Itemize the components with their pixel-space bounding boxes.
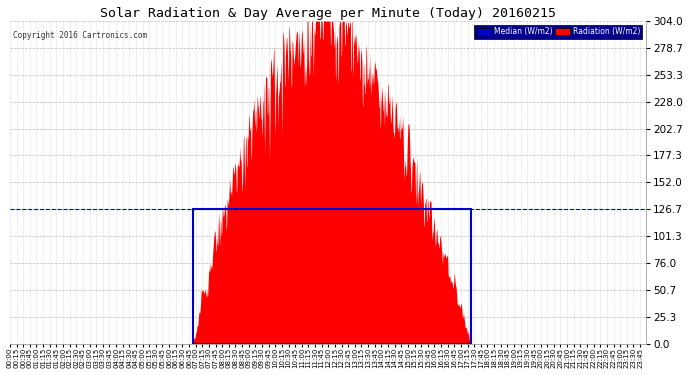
Text: Copyright 2016 Cartronics.com: Copyright 2016 Cartronics.com — [13, 31, 147, 40]
Bar — [193, 209, 471, 344]
Legend: Median (W/m2), Radiation (W/m2): Median (W/m2), Radiation (W/m2) — [475, 25, 642, 39]
Title: Solar Radiation & Day Average per Minute (Today) 20160215: Solar Radiation & Day Average per Minute… — [100, 7, 556, 20]
